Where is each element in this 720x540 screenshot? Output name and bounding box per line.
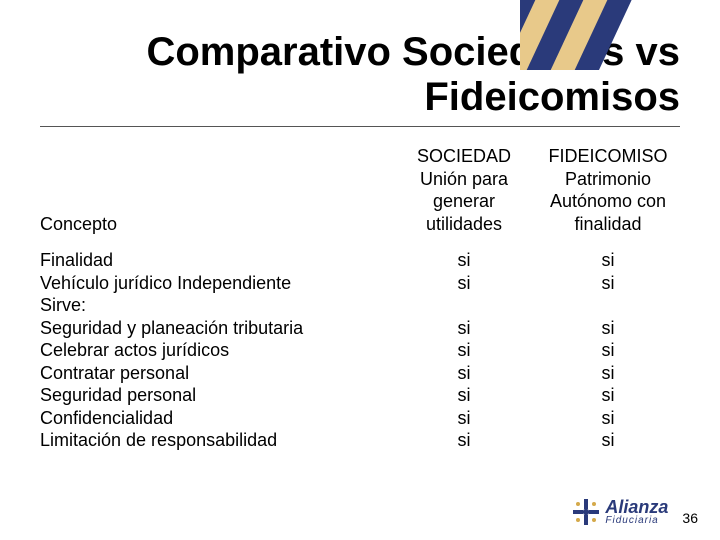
spacer	[40, 235, 680, 249]
data-cell-col1: si	[392, 429, 536, 452]
concept-cell: Seguridad y planeación tributaria	[40, 317, 392, 340]
data-cell-col2: si	[536, 249, 680, 272]
table-row: Finalidadsisi	[40, 249, 680, 272]
table-row: Vehículo jurídico Independientesisi	[40, 272, 680, 295]
header-col1-l4: utilidades	[392, 213, 536, 236]
data-cell-col2: si	[536, 362, 680, 385]
data-cell-col2: si	[536, 384, 680, 407]
concept-cell: Vehículo jurídico Independiente	[40, 272, 392, 295]
logo-subtitle: Fiduciaria	[605, 516, 668, 526]
comparison-table: Concepto SOCIEDAD Unión para generar uti…	[40, 145, 680, 452]
slide: Comparativo Sociedades vs Fideicomisos C…	[0, 0, 720, 540]
header-col1-l2: Unión para	[392, 168, 536, 191]
table-row: Sirve:	[40, 294, 680, 317]
data-cell-col1: si	[392, 249, 536, 272]
header-col2-l2: Patrimonio	[536, 168, 680, 191]
header-concept-label: Concepto	[40, 214, 117, 234]
logo-text: Alianza Fiduciaria	[605, 498, 668, 526]
data-cell-col1: si	[392, 272, 536, 295]
table-row: Seguridad personalsisi	[40, 384, 680, 407]
data-cell-col2: si	[536, 317, 680, 340]
table-row: Limitación de responsabilidadsisi	[40, 429, 680, 452]
concept-cell: Confidencialidad	[40, 407, 392, 430]
table-body: FinalidadsisiVehículo jurídico Independi…	[40, 235, 680, 452]
table-row: Seguridad y planeación tributariasisi	[40, 317, 680, 340]
data-cell-col1: si	[392, 384, 536, 407]
data-cell-col2: si	[536, 339, 680, 362]
title-rule	[40, 126, 680, 127]
concept-cell: Contratar personal	[40, 362, 392, 385]
header-col1-l1: SOCIEDAD	[392, 145, 536, 168]
header-col2-l1: FIDEICOMISO	[536, 145, 680, 168]
table-header-row: Concepto SOCIEDAD Unión para generar uti…	[40, 145, 680, 235]
data-cell-col2: si	[536, 407, 680, 430]
concept-cell: Sirve:	[40, 294, 392, 317]
brand-logo: Alianza Fiduciaria	[573, 498, 668, 526]
concept-cell: Finalidad	[40, 249, 392, 272]
slide-footer: Alianza Fiduciaria 36	[573, 498, 698, 526]
table-row: Confidencialidadsisi	[40, 407, 680, 430]
page-number: 36	[682, 510, 698, 526]
header-col2-l3: Autónomo con	[536, 190, 680, 213]
header-concept: Concepto	[40, 145, 392, 235]
data-cell-col1: si	[392, 317, 536, 340]
data-cell-col2: si	[536, 272, 680, 295]
header-col1: SOCIEDAD Unión para generar utilidades	[392, 145, 536, 235]
header-col2-l4: finalidad	[536, 213, 680, 236]
data-cell-col1: si	[392, 362, 536, 385]
logo-mark-icon	[573, 499, 599, 525]
concept-cell: Seguridad personal	[40, 384, 392, 407]
logo-name: Alianza	[605, 498, 668, 516]
corner-decoration	[520, 0, 640, 70]
title-line2: Fideicomisos	[40, 75, 680, 120]
table-row: Contratar personalsisi	[40, 362, 680, 385]
concept-cell: Celebrar actos jurídicos	[40, 339, 392, 362]
table-row: Celebrar actos jurídicossisi	[40, 339, 680, 362]
data-cell-col1: si	[392, 407, 536, 430]
data-cell-col1: si	[392, 339, 536, 362]
header-col2: FIDEICOMISO Patrimonio Autónomo con fina…	[536, 145, 680, 235]
data-cell-col1	[392, 294, 536, 317]
header-col1-l3: generar	[392, 190, 536, 213]
data-cell-col2	[536, 294, 680, 317]
concept-cell: Limitación de responsabilidad	[40, 429, 392, 452]
data-cell-col2: si	[536, 429, 680, 452]
